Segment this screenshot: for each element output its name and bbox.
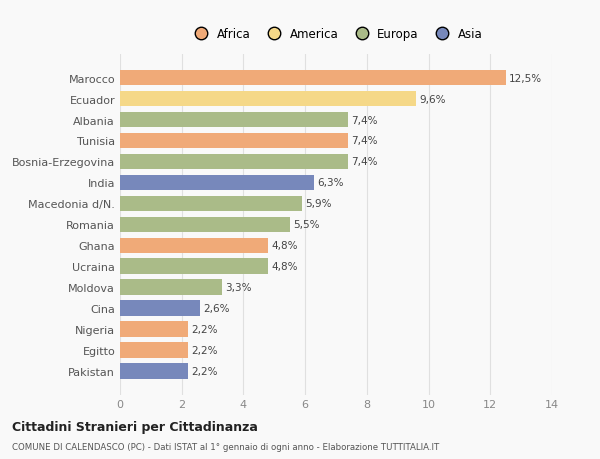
- Text: 3,3%: 3,3%: [225, 283, 251, 293]
- Bar: [120, 91, 416, 107]
- Text: 2,2%: 2,2%: [191, 366, 217, 376]
- Text: 2,2%: 2,2%: [191, 346, 217, 356]
- Text: 4,8%: 4,8%: [271, 262, 298, 272]
- Text: Cittadini Stranieri per Cittadinanza: Cittadini Stranieri per Cittadinanza: [12, 420, 258, 433]
- Bar: [120, 280, 222, 296]
- Bar: [120, 343, 188, 358]
- Bar: [120, 217, 290, 233]
- Text: COMUNE DI CALENDASCO (PC) - Dati ISTAT al 1° gennaio di ogni anno - Elaborazione: COMUNE DI CALENDASCO (PC) - Dati ISTAT a…: [12, 442, 439, 451]
- Legend: Africa, America, Europa, Asia: Africa, America, Europa, Asia: [185, 23, 487, 46]
- Text: 7,4%: 7,4%: [352, 157, 378, 167]
- Text: 9,6%: 9,6%: [419, 94, 446, 104]
- Bar: [120, 238, 268, 254]
- Bar: [120, 259, 268, 274]
- Text: 5,9%: 5,9%: [305, 199, 332, 209]
- Bar: [120, 154, 349, 170]
- Bar: [120, 364, 188, 379]
- Text: 2,6%: 2,6%: [203, 304, 230, 313]
- Bar: [120, 322, 188, 337]
- Bar: [120, 133, 349, 149]
- Text: 2,2%: 2,2%: [191, 325, 217, 335]
- Bar: [120, 71, 506, 86]
- Text: 12,5%: 12,5%: [509, 73, 542, 84]
- Bar: [120, 175, 314, 191]
- Text: 5,5%: 5,5%: [293, 220, 319, 230]
- Text: 4,8%: 4,8%: [271, 241, 298, 251]
- Bar: [120, 196, 302, 212]
- Bar: [120, 301, 200, 317]
- Text: 7,4%: 7,4%: [352, 136, 378, 146]
- Bar: [120, 112, 349, 128]
- Text: 6,3%: 6,3%: [317, 178, 344, 188]
- Text: 7,4%: 7,4%: [352, 115, 378, 125]
